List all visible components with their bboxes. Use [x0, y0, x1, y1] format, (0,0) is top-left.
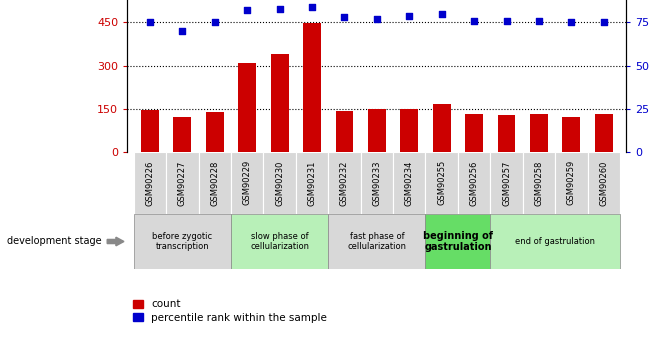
Point — [242, 8, 253, 13]
Text: end of gastrulation: end of gastrulation — [515, 237, 595, 246]
Bar — [433, 104, 451, 152]
Point — [501, 18, 512, 23]
Bar — [134, 152, 166, 214]
Bar — [425, 152, 458, 214]
Bar — [530, 114, 548, 152]
Text: GSM90260: GSM90260 — [599, 160, 608, 206]
Point — [307, 4, 318, 10]
Bar — [360, 152, 393, 214]
Bar — [271, 54, 289, 152]
Bar — [263, 152, 296, 214]
Text: GSM90255: GSM90255 — [438, 160, 446, 206]
Bar — [174, 117, 192, 152]
Bar — [198, 152, 231, 214]
Text: development stage: development stage — [7, 237, 101, 246]
Text: GSM90257: GSM90257 — [502, 160, 511, 206]
Bar — [562, 117, 580, 152]
Bar — [206, 112, 224, 152]
Bar — [595, 114, 612, 152]
Text: GSM90229: GSM90229 — [243, 160, 252, 206]
Bar — [328, 152, 360, 214]
Text: fast phase of
cellularization: fast phase of cellularization — [347, 232, 407, 251]
Bar — [425, 214, 490, 269]
Bar — [231, 214, 328, 269]
Bar — [458, 152, 490, 214]
Bar — [393, 152, 425, 214]
Bar — [490, 152, 523, 214]
Bar — [166, 152, 198, 214]
Point — [436, 11, 447, 17]
Text: GSM90230: GSM90230 — [275, 160, 284, 206]
Text: GSM90232: GSM90232 — [340, 160, 349, 206]
Text: GSM90233: GSM90233 — [373, 160, 381, 206]
Point — [339, 14, 350, 20]
Text: slow phase of
cellularization: slow phase of cellularization — [250, 232, 309, 251]
Bar — [296, 152, 328, 214]
Bar — [523, 152, 555, 214]
Point — [533, 18, 544, 23]
Text: beginning of
gastrulation: beginning of gastrulation — [423, 231, 493, 252]
Point — [145, 20, 155, 25]
Text: GSM90226: GSM90226 — [145, 160, 155, 206]
Text: GSM90256: GSM90256 — [470, 160, 478, 206]
Text: GSM90234: GSM90234 — [405, 160, 414, 206]
Point — [598, 20, 609, 25]
Bar — [465, 115, 483, 152]
Bar — [555, 152, 588, 214]
Text: GSM90227: GSM90227 — [178, 160, 187, 206]
Bar — [368, 109, 386, 152]
Point — [177, 28, 188, 34]
Text: GSM90231: GSM90231 — [308, 160, 316, 206]
Point — [372, 16, 383, 22]
Point — [274, 6, 285, 11]
Bar — [134, 214, 231, 269]
Bar — [490, 214, 620, 269]
Bar — [141, 110, 159, 152]
Point — [469, 18, 480, 23]
Text: GSM90258: GSM90258 — [535, 160, 543, 206]
Bar — [303, 23, 321, 152]
Text: before zygotic
transcription: before zygotic transcription — [152, 232, 212, 251]
Legend: count, percentile rank within the sample: count, percentile rank within the sample — [133, 299, 327, 323]
Bar — [588, 152, 620, 214]
Text: GSM90259: GSM90259 — [567, 160, 576, 206]
Bar — [336, 111, 353, 152]
Point — [210, 20, 220, 25]
Point — [566, 20, 577, 25]
Bar — [231, 152, 263, 214]
Bar — [239, 63, 256, 152]
Text: GSM90228: GSM90228 — [210, 160, 219, 206]
Bar — [328, 214, 425, 269]
Bar — [498, 115, 515, 152]
Bar — [401, 109, 418, 152]
Point — [404, 13, 415, 18]
